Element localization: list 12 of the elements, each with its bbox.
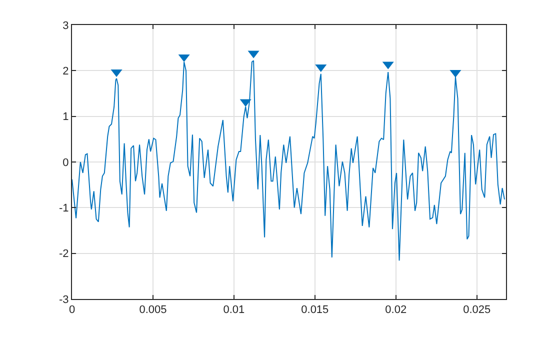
y-tick-label: -1 [59,202,69,215]
x-tick-label: 0.015 [301,304,329,316]
y-tick-label: 2 [62,66,69,78]
x-tick-label: 0.02 [385,304,407,316]
y-tick-label: 0 [62,156,69,169]
y-tick-label: -2 [59,248,69,260]
x-tick-label: 0.025 [463,304,491,316]
x-tick-label: 0.01 [223,304,245,316]
x-tick-label: 0.005 [139,304,167,316]
y-tick-label: -3 [59,294,69,306]
y-tick-label: 3 [62,20,69,32]
y-tick-label: 1 [62,111,69,124]
